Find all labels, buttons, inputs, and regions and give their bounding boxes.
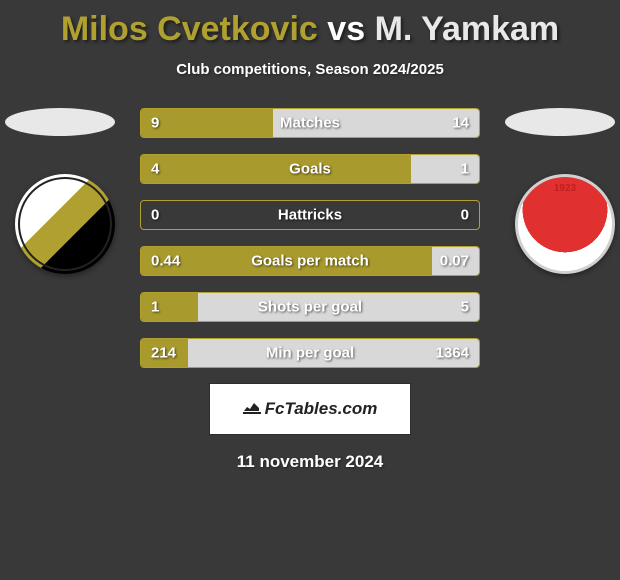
player2-photo-placeholder <box>505 108 615 136</box>
brand-text: FcTables.com <box>265 399 378 419</box>
stat-label: Hattricks <box>141 207 479 224</box>
stats-bars: 914Matches 41Goals 00Hattricks 0.440.07Goal… <box>140 108 480 368</box>
vs-text: vs <box>327 10 365 48</box>
stat-row: 0.440.07Goals per match <box>140 246 480 276</box>
comparison-content: 914Matches 41Goals 00Hattricks 0.440.07Goal… <box>0 108 620 472</box>
stat-row: 15Shots per goal <box>140 292 480 322</box>
date-text: 11 november 2024 <box>0 452 620 472</box>
player1-name: Milos Cvetkovic <box>61 10 318 48</box>
player2-name: M. Yamkam <box>375 10 560 48</box>
stat-row: 41Goals <box>140 154 480 184</box>
stat-label: Matches <box>141 115 479 132</box>
brand-badge: FcTables.com <box>210 384 410 434</box>
player2-club-crest <box>515 174 615 274</box>
stat-row: 914Matches <box>140 108 480 138</box>
stat-label: Goals <box>141 161 479 178</box>
player2-badge-area <box>505 108 615 274</box>
stat-label: Min per goal <box>141 345 479 362</box>
player1-club-crest <box>15 174 115 274</box>
stat-label: Goals per match <box>141 253 479 270</box>
player1-photo-placeholder <box>5 108 115 136</box>
stat-row: 2141364Min per goal <box>140 338 480 368</box>
chart-icon <box>243 400 261 419</box>
comparison-title: Milos Cvetkovic vs M. Yamkam <box>0 0 620 49</box>
subtitle: Club competitions, Season 2024/2025 <box>0 61 620 78</box>
stat-row: 00Hattricks <box>140 200 480 230</box>
player1-badge-area <box>5 108 115 274</box>
stat-label: Shots per goal <box>141 299 479 316</box>
